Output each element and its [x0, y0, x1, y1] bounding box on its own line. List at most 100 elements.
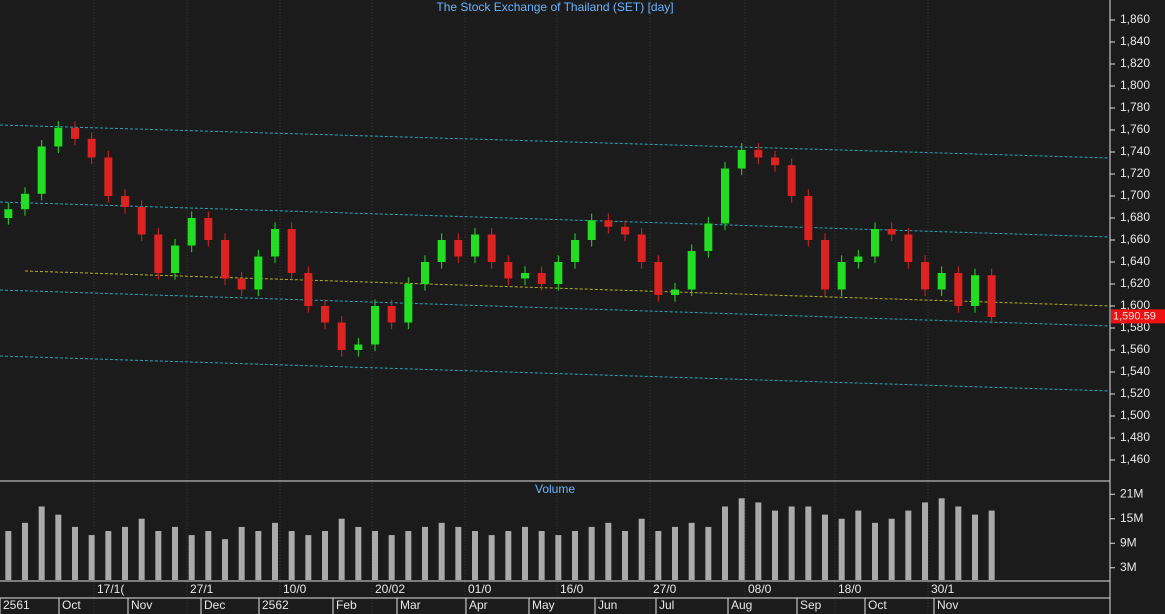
- month-label: Sep: [800, 598, 822, 612]
- candle-body: [471, 234, 479, 257]
- y-tick-label: 1,860: [1120, 12, 1150, 26]
- candle-body: [237, 278, 246, 290]
- candle-body: [537, 273, 546, 284]
- date-label: 30/1: [931, 582, 955, 596]
- candle-body: [787, 165, 796, 196]
- volume-bar: [955, 506, 962, 580]
- trend-line: [0, 355, 1111, 392]
- month-label: Apr: [469, 598, 488, 612]
- volume-bar: [905, 510, 912, 580]
- candle-body: [371, 306, 379, 345]
- volume-bar: [822, 514, 828, 580]
- y-tick-label: 1,580: [1120, 320, 1150, 334]
- candle-body: [987, 275, 996, 317]
- candle-body: [854, 256, 863, 262]
- volume-bar: [755, 502, 762, 580]
- volume-bar: [188, 535, 195, 580]
- candle-body: [204, 218, 213, 240]
- volume-bar: [705, 526, 712, 580]
- candle-body: [137, 207, 146, 235]
- candle-body: [554, 262, 563, 284]
- volume-bar: [472, 531, 478, 580]
- candle-body: [771, 157, 779, 166]
- candle-body: [387, 306, 396, 323]
- date-label: 17/1(: [97, 582, 124, 596]
- y-tick-label: 1,660: [1120, 232, 1150, 246]
- y-tick-label: 1,700: [1120, 188, 1150, 202]
- volume-bar: [22, 522, 28, 580]
- y-tick-label: 1,560: [1120, 342, 1150, 356]
- month-label: Jul: [659, 598, 674, 612]
- volume-bar: [838, 518, 845, 580]
- volume-bar: [138, 518, 145, 580]
- y-tick-label: 9M: [1120, 535, 1137, 549]
- volume-bar: [588, 526, 595, 580]
- candle-body: [654, 262, 663, 295]
- candle-body: [637, 234, 646, 262]
- trend-line: [0, 124, 1111, 159]
- month-label: Nov: [131, 598, 152, 612]
- last-price-label: 1,590.59: [1113, 310, 1156, 322]
- candle-body: [187, 218, 196, 246]
- volume-bar: [855, 510, 862, 580]
- volume-bar: [522, 526, 528, 580]
- month-label: Nov: [937, 598, 958, 612]
- volume-bar: [638, 518, 645, 580]
- candle-body: [171, 245, 179, 273]
- volume-bar: [988, 510, 995, 580]
- volume-bar: [338, 518, 345, 580]
- candle-body: [37, 146, 46, 194]
- volume-bar: [788, 506, 795, 580]
- volume-bar: [572, 531, 578, 580]
- candle-body: [621, 226, 629, 235]
- candle-body: [404, 284, 413, 323]
- candle-body: [921, 262, 929, 290]
- volume-bar: [122, 526, 128, 580]
- candle-body: [337, 322, 346, 350]
- volume-bar: [255, 531, 262, 580]
- candle-body: [504, 262, 513, 279]
- candle-body: [454, 240, 463, 257]
- volume-title: Volume: [535, 482, 575, 496]
- date-label: 01/0: [468, 582, 492, 596]
- volume-bar: [305, 535, 312, 580]
- candle-body: [21, 193, 29, 210]
- y-tick-label: 1,680: [1120, 210, 1150, 224]
- month-label: Feb: [336, 598, 357, 612]
- candle-body: [121, 196, 129, 207]
- y-tick-label: 1,480: [1120, 430, 1150, 444]
- date-label: 16/0: [560, 582, 584, 596]
- date-label: 20/02: [375, 582, 405, 596]
- chart-title: The Stock Exchange of Thailand (SET) [da…: [436, 0, 673, 14]
- candle-body: [71, 127, 79, 139]
- y-tick-label: 1,620: [1120, 276, 1150, 290]
- candle-body: [254, 256, 263, 290]
- volume-bar: [388, 535, 395, 580]
- candle-body: [971, 275, 979, 306]
- volume-bar: [172, 526, 178, 580]
- volume-bar: [438, 522, 445, 580]
- y-tick-label: 1,820: [1120, 56, 1150, 70]
- candle-body: [737, 149, 746, 169]
- volume-bar: [772, 510, 778, 580]
- candle-body: [571, 240, 579, 262]
- candle-body: [821, 240, 829, 290]
- date-label: 18/0: [838, 582, 862, 596]
- volume-bar: [205, 531, 212, 580]
- volume-bar: [555, 535, 562, 580]
- y-tick-label: 1,800: [1120, 78, 1150, 92]
- date-label: 10/0: [283, 582, 307, 596]
- grid: [93, 0, 929, 614]
- volume-bar: [105, 531, 112, 580]
- month-label: May: [532, 598, 555, 612]
- volume-bar: [88, 535, 95, 580]
- candle-body: [871, 229, 879, 257]
- volume-bar: [538, 531, 545, 580]
- volume-bar: [605, 522, 612, 580]
- volume-bar: [38, 506, 45, 580]
- y-tick-label: 1,600: [1120, 298, 1150, 312]
- candle-body: [587, 220, 596, 240]
- candle-body: [304, 273, 313, 306]
